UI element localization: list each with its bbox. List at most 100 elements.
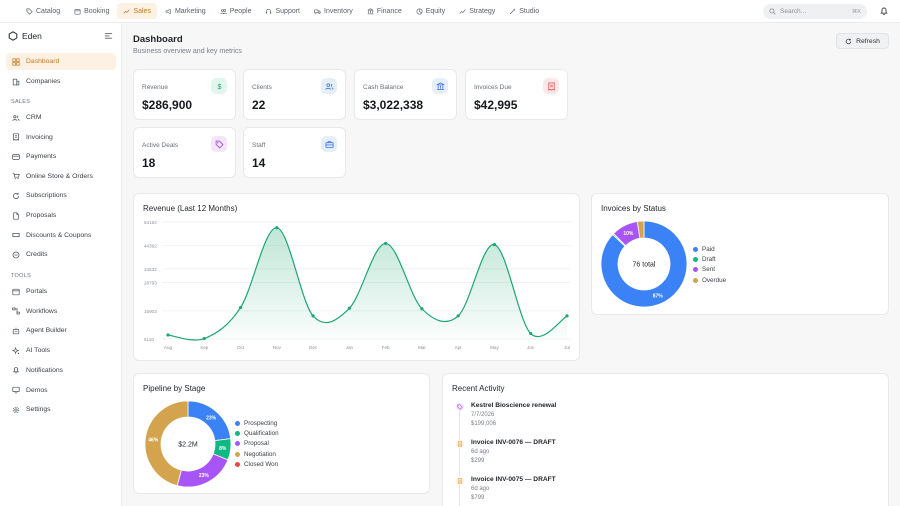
activity-amount: $299 — [471, 458, 485, 464]
metric-card-clients[interactable]: Clients 22 — [243, 69, 346, 120]
metric-card-active-deals[interactable]: Active Deals 18 — [133, 127, 236, 178]
donut-slice-paid[interactable] — [600, 220, 688, 308]
sidebar-item-crm[interactable]: CRM — [6, 109, 116, 126]
metric-icon-badge: $ — [211, 78, 227, 94]
metric-label: Active Deals — [142, 142, 179, 149]
recent-activity-card: Recent Activity Kestrel Bioscience renew… — [442, 373, 889, 506]
activity-item[interactable]: Kestrel Bioscience renewal 7/7/2026 $199… — [471, 402, 556, 427]
metric-icon-badge — [211, 136, 227, 152]
slice-percent-label: 8% — [219, 446, 227, 452]
sidebar-item-proposals[interactable]: Proposals — [6, 207, 116, 224]
grid-icon — [12, 57, 20, 66]
donut-slice-overdue[interactable] — [636, 220, 645, 239]
y-tick-label: 28793 — [144, 281, 157, 286]
sidebar-item-portals[interactable]: Portals — [6, 283, 116, 300]
y-tick-label: 44392 — [144, 243, 157, 248]
sidebar-item-demos[interactable]: Demos — [6, 382, 116, 399]
tab-marketing[interactable]: Marketing — [159, 3, 212, 19]
sidebar-item-payments[interactable]: Payments — [6, 148, 116, 165]
slice-percent-label: 23% — [206, 416, 217, 422]
y-tick-label: 16903 — [144, 309, 157, 314]
tab-support[interactable]: Support — [259, 3, 306, 19]
legend-swatch — [235, 420, 240, 426]
metric-value: 14 — [252, 156, 266, 170]
sidebar-item-companies[interactable]: Companies — [6, 73, 116, 90]
metric-card-staff[interactable]: Staff 14 — [243, 127, 346, 178]
sidebar-item-label: Invoicing — [26, 133, 53, 141]
tab-booking[interactable]: Booking — [68, 3, 115, 19]
bot-icon — [12, 327, 20, 335]
legend-swatch — [693, 256, 698, 262]
legend-item: Overdue — [693, 275, 726, 285]
refresh-icon — [845, 38, 852, 44]
sidebar-item-discounts-coupons[interactable]: Discounts & Coupons — [6, 227, 116, 244]
x-tick-label: Oct — [237, 345, 245, 350]
refresh-label: Refresh — [856, 37, 880, 45]
pie-icon — [416, 8, 423, 14]
legend-swatch — [693, 267, 698, 273]
collapse-sidebar-icon[interactable] — [104, 31, 113, 40]
legend-swatch — [235, 430, 240, 436]
sidebar-item-agent-builder[interactable]: Agent Builder — [6, 322, 116, 339]
x-tick-label: Apr — [455, 345, 463, 350]
tab-label: Strategy — [469, 7, 496, 15]
donut-slice-proposal[interactable] — [176, 453, 229, 488]
sidebar-section-sales: SALES — [11, 99, 31, 105]
trend-icon — [123, 9, 130, 13]
activity-item[interactable]: Invoice INV-0075 — DRAFT 6d ago $799 — [471, 476, 556, 501]
donut-slice-negotiation[interactable] — [144, 400, 189, 487]
tab-label: Finance — [376, 7, 402, 15]
pipeline-legend: Prospecting Qualification Proposal Negotiat… — [235, 418, 279, 469]
sidebar-item-credits[interactable]: Credits — [6, 246, 116, 263]
module-tabs: Catalog Booking Sales Marketing People Suppor… — [0, 3, 547, 19]
tab-finance[interactable]: Finance — [361, 3, 408, 19]
tab-people[interactable]: People — [214, 3, 258, 19]
sidebar-item-label: Credits — [26, 251, 48, 259]
tab-studio[interactable]: Studio — [503, 3, 545, 19]
pipeline-donut-chart: 23% 8% 23% 46% $2.2M — [144, 400, 232, 488]
refresh-icon — [13, 192, 19, 199]
page-title: Dashboard — [133, 34, 183, 45]
tab-inventory[interactable]: Inventory — [308, 3, 359, 19]
x-tick-label: Aug — [164, 345, 173, 350]
metric-card-invoices-due[interactable]: Invoices Due $42,995 — [465, 69, 568, 120]
metric-card-cash-balance[interactable]: Cash Balance $3,022,338 — [354, 69, 457, 120]
activity-item[interactable]: Invoice INV-0076 — DRAFT 6d ago $299 — [471, 439, 556, 464]
tab-label: Studio — [519, 7, 540, 15]
sidebar-item-invoicing[interactable]: Invoicing — [6, 129, 116, 146]
tab-strategy[interactable]: Strategy — [453, 3, 501, 19]
revenue-point — [420, 307, 424, 311]
sidebar-item-label: Settings — [26, 406, 51, 414]
sidebar-item-label: CRM — [26, 114, 42, 121]
revenue-point — [202, 336, 206, 341]
brand[interactable]: Eden — [8, 31, 42, 41]
sidebar-item-subscriptions[interactable]: Subscriptions — [6, 187, 116, 204]
activity-title: Invoice INV-0075 — DRAFT — [471, 476, 556, 483]
sidebar-item-notifications[interactable]: Notifications — [6, 362, 116, 379]
sidebar-item-online-store-orders[interactable]: Online Store & Orders — [6, 168, 116, 185]
activity-amount: $199,006 — [471, 421, 497, 427]
metric-value: 18 — [142, 156, 156, 170]
tab-sales[interactable]: Sales — [117, 3, 157, 19]
notifications-bell-icon[interactable] — [879, 6, 889, 16]
x-tick-label: Dec — [309, 345, 318, 350]
bank-icon — [436, 81, 444, 90]
refresh-button[interactable]: Refresh — [836, 33, 889, 49]
sidebar-item-ai-tools[interactable]: AI Tools — [6, 342, 116, 359]
legend-label: Sent — [702, 266, 715, 274]
tab-catalog[interactable]: Catalog — [20, 3, 66, 19]
legend-item: Qualification — [235, 428, 279, 438]
legend-item: Paid — [693, 244, 726, 254]
metric-card-revenue[interactable]: Revenue $286,900 $ — [133, 69, 236, 120]
tab-equity[interactable]: Equity — [410, 3, 451, 19]
sidebar-item-workflows[interactable]: Workflows — [6, 303, 116, 320]
top-nav: Catalog Booking Sales Marketing People Suppor… — [0, 0, 900, 23]
x-tick-label: Jun — [527, 345, 535, 350]
dollar-icon: $ — [217, 82, 221, 91]
legend-label: Overdue — [702, 276, 727, 284]
slice-percent-label: 10% — [623, 231, 634, 237]
search-box[interactable]: Search... ⌘K — [763, 4, 867, 19]
sidebar-item-settings[interactable]: Settings — [6, 401, 116, 418]
sidebar-item-dashboard[interactable]: Dashboard — [6, 53, 116, 70]
y-tick-label: 34532 — [144, 267, 157, 272]
